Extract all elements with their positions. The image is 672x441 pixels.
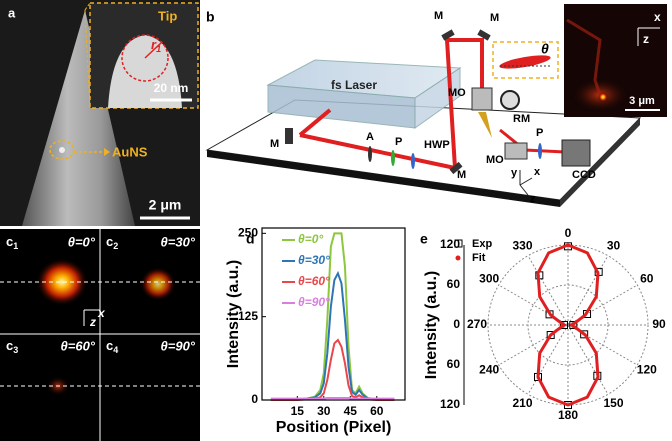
theta-tick-label: 330	[512, 238, 532, 252]
polarizer-label: P	[536, 127, 543, 139]
plot-frame	[262, 228, 405, 400]
x-tick-label: 60	[370, 404, 384, 418]
camera	[562, 140, 590, 166]
inset-axis-label: x	[654, 10, 661, 24]
spot	[140, 267, 176, 301]
spoke	[528, 325, 568, 394]
theta-tick-label: 240	[479, 363, 499, 377]
laser-label: fs Laser	[331, 78, 377, 92]
angle-label: θ=60°	[61, 338, 96, 353]
polarizer	[391, 150, 395, 166]
waveplate-label: HWP	[424, 139, 450, 151]
scale-label: 2 μm	[149, 197, 182, 213]
legend-label: θ=30°	[298, 253, 330, 267]
inset-scale: 20 nm	[154, 81, 189, 95]
x-tick-label: 45	[344, 404, 358, 418]
mirror-label: M	[434, 10, 443, 22]
angle-label: θ=90°	[161, 338, 196, 353]
legend-swatch	[456, 256, 461, 261]
panel-letter: e	[420, 231, 428, 247]
r-tick-label: 60	[447, 357, 461, 371]
theta-tick-label: 30	[607, 238, 621, 252]
series-line	[271, 273, 395, 400]
mirror-label: M	[457, 169, 466, 181]
theta-tick-label: 0	[565, 226, 572, 240]
spoke	[568, 256, 608, 325]
attenuator-label: A	[366, 131, 374, 143]
theta-tick-label: 120	[637, 363, 657, 377]
series-line	[271, 340, 395, 400]
panel-a: a Tip r1 20 nm AuNS 2 μm	[0, 0, 200, 226]
objective	[505, 143, 527, 159]
angle-label: θ=30°	[161, 234, 196, 249]
r-tick-label: 0	[453, 317, 460, 331]
objective	[472, 88, 492, 110]
mirror-label: M	[270, 138, 279, 150]
spoke	[528, 256, 568, 325]
x-tick-label: 15	[291, 404, 305, 418]
theta-tick-label: 90	[652, 317, 666, 331]
angle-label: θ	[541, 41, 549, 57]
panel-letter: a	[8, 5, 16, 20]
r-tick-label: 120	[440, 237, 460, 251]
mirror	[285, 128, 293, 144]
series-line	[271, 233, 395, 400]
legend-label: θ=60°	[298, 274, 330, 288]
figure: a Tip r1 20 nm AuNS 2 μm b fs Laser M M …	[0, 0, 672, 441]
axis-label: y	[511, 167, 518, 179]
theta-tick-label: 60	[640, 272, 654, 286]
legend-label: θ=0°	[298, 232, 323, 246]
x-axis-label: Position (Pixel)	[276, 419, 392, 436]
camera-label: CCD	[572, 169, 596, 181]
objective-label: MO	[486, 154, 504, 166]
inset-label: Tip	[158, 8, 177, 23]
r-tick-label: 120	[440, 397, 460, 411]
polarizer-label: P	[395, 136, 402, 148]
axis-label: x	[97, 306, 106, 320]
particle	[59, 147, 65, 153]
panel-c: c1 c2 c3 c4 θ=0° θ=30° θ=60° θ=90° z x	[0, 229, 200, 441]
legend-label: Fit	[472, 252, 486, 264]
y-axis-label: Intensity (a.u.)	[225, 260, 242, 368]
panel-letter: b	[206, 9, 215, 25]
angle-label: θ=0°	[68, 234, 96, 249]
axis-label: x	[534, 166, 541, 178]
y-tick-label: 250	[238, 226, 258, 240]
attenuator	[368, 146, 372, 162]
mirror-label: M	[490, 12, 499, 24]
axis-label: z	[89, 315, 96, 329]
objective-label: MO	[448, 87, 466, 99]
r-tick-label: 60	[447, 277, 461, 291]
x-tick-label: 30	[317, 404, 331, 418]
y-tick-label: 0	[251, 392, 258, 406]
theta-tick-label: 180	[558, 408, 578, 422]
axis-label: z	[530, 193, 536, 205]
theta-tick-label: 270	[467, 317, 487, 331]
r-axis-label: Intensity (a.u.)	[423, 271, 440, 379]
inset-axis-label: z	[643, 32, 649, 46]
legend-label: θ=90°	[298, 295, 330, 309]
inset-scale: 3 μm	[629, 95, 655, 107]
legend-label: Exp	[472, 238, 492, 250]
polarizer	[538, 143, 542, 159]
series-line	[271, 398, 395, 399]
rotation-mount	[501, 91, 519, 109]
theta-tick-label: 300	[479, 272, 499, 286]
theta-tick-label: 150	[603, 396, 623, 410]
theta-tick-label: 210	[512, 396, 532, 410]
particle-label: AuNS	[112, 144, 148, 159]
waveplate	[411, 153, 415, 169]
panel-b: b fs Laser M M M M A P HWP MO RM MO P CC…	[206, 4, 667, 207]
rotation-mount-label: RM	[513, 113, 530, 125]
